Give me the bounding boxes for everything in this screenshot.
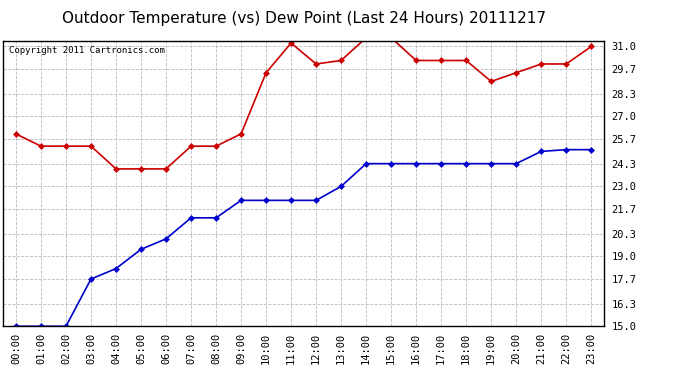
Text: Outdoor Temperature (vs) Dew Point (Last 24 Hours) 20111217: Outdoor Temperature (vs) Dew Point (Last… (61, 11, 546, 26)
Text: Copyright 2011 Cartronics.com: Copyright 2011 Cartronics.com (10, 45, 166, 54)
